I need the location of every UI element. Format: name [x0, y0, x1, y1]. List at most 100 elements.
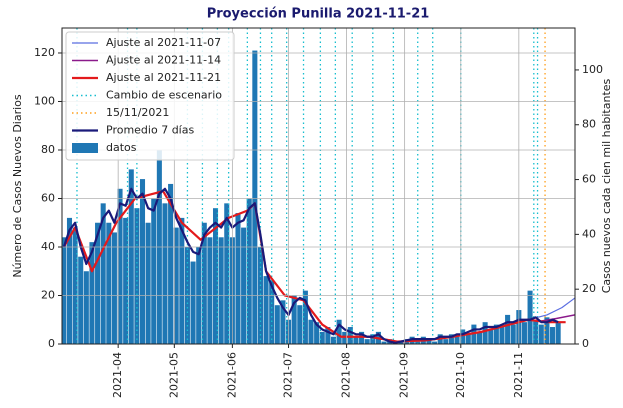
bar [381, 341, 387, 344]
x-tick-label: 2021-07 [282, 352, 295, 398]
bar [100, 203, 106, 344]
legend-label: Promedio 7 días [106, 124, 194, 137]
x-tick-label: 2021-05 [167, 352, 180, 398]
bar [342, 331, 348, 344]
bar [314, 322, 320, 344]
bar [353, 336, 359, 344]
bar [527, 290, 533, 344]
bar [325, 327, 331, 344]
bar [533, 319, 539, 344]
bar [443, 339, 449, 344]
y-tick-label: 20 [41, 288, 55, 301]
bar [398, 341, 404, 344]
bar [252, 50, 258, 344]
bar [505, 314, 511, 344]
bar [201, 222, 207, 344]
bar [89, 242, 95, 344]
bar [128, 169, 134, 344]
bar [78, 256, 84, 344]
bar [302, 290, 308, 344]
legend-label: Ajuste al 2021-11-07 [106, 36, 221, 49]
bar [117, 188, 123, 344]
bar [347, 327, 353, 344]
bar [62, 237, 67, 344]
bar [488, 329, 494, 344]
bar [106, 222, 112, 344]
bar [241, 227, 247, 344]
bar [168, 183, 174, 344]
bar [471, 324, 477, 344]
y-tick-label: 60 [41, 191, 55, 204]
bar [538, 324, 544, 344]
bar [330, 336, 337, 344]
y2-tick-label: 60 [582, 173, 596, 186]
y-tick-label: 0 [48, 337, 55, 350]
bar [72, 227, 78, 344]
bar [319, 331, 325, 344]
bar [280, 300, 286, 344]
y-axis-label: Número de Casos Nuevos Diarios [11, 94, 24, 278]
y2-tick-label: 20 [582, 282, 596, 295]
bar [66, 217, 73, 344]
bar [139, 179, 146, 344]
bar [297, 305, 303, 344]
bar [448, 334, 454, 344]
bar [95, 222, 101, 344]
bar [510, 324, 516, 344]
legend-label: Ajuste al 2021-11-14 [106, 54, 221, 67]
bar [162, 203, 168, 344]
bar [432, 341, 438, 344]
x-tick-label: 2021-08 [340, 352, 353, 398]
bar [246, 198, 252, 344]
bar [173, 227, 179, 344]
bar [364, 339, 370, 344]
legend-label: Cambio de escenario [106, 89, 222, 102]
bar [308, 319, 314, 344]
y2-axis-label: Casos nuevos cada cien mil habitantes [600, 78, 613, 293]
bar [123, 217, 129, 344]
y2-tick-label: 40 [582, 227, 596, 240]
bar [190, 261, 196, 344]
bar [263, 276, 269, 344]
bar [145, 222, 151, 344]
bar [493, 324, 499, 344]
bar [482, 322, 488, 344]
x-tick-label: 2021-04 [111, 352, 124, 398]
bar [359, 331, 365, 344]
bar [218, 237, 224, 344]
legend-box [65, 31, 235, 161]
x-tick-label: 2021-06 [225, 352, 238, 398]
plot-frame [61, 27, 576, 345]
legend-label: Ajuste al 2021-11-21 [106, 71, 221, 84]
bar [555, 322, 561, 344]
y-tick-label: 120 [34, 46, 55, 59]
x-tick-label: 2021-09 [398, 352, 411, 398]
bar [454, 336, 460, 344]
bar [291, 295, 297, 344]
legend-swatch [72, 143, 98, 153]
bar [151, 198, 157, 344]
series-line [62, 187, 559, 344]
bar [336, 319, 342, 344]
y2-tick-label: 0 [582, 337, 589, 350]
y2-tick-label: 80 [582, 118, 596, 131]
bar [111, 232, 117, 344]
bar [207, 237, 213, 344]
bar [550, 327, 556, 344]
bar [476, 331, 483, 344]
legend: Ajuste al 2021-11-07 Ajuste al 2021-11-14… [65, 31, 235, 161]
bar [235, 213, 241, 344]
x-tick-label: 2021-10 [454, 352, 467, 398]
bar [460, 329, 466, 344]
bar [426, 339, 432, 344]
y-tick-label: 100 [34, 94, 55, 107]
x-tick-label: 2021-11 [512, 352, 525, 398]
bar [274, 305, 280, 344]
bar [415, 341, 421, 344]
bar [521, 322, 527, 344]
bar [465, 334, 471, 344]
bar [212, 208, 219, 344]
legend-label: datos [106, 141, 137, 154]
bar [544, 317, 550, 344]
